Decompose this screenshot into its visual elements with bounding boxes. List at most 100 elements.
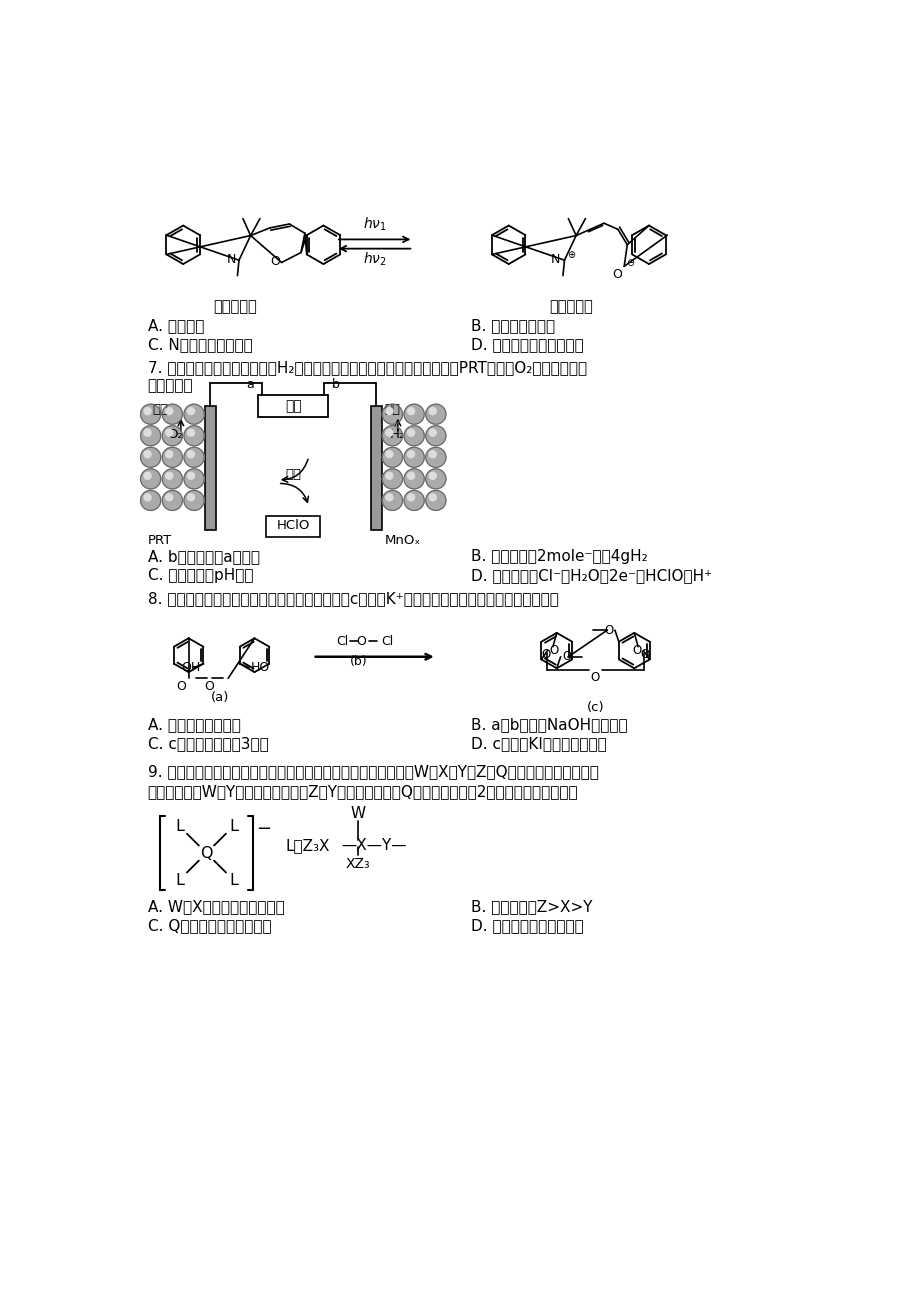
Circle shape <box>184 448 204 467</box>
Text: H₂: H₂ <box>390 428 405 441</box>
Circle shape <box>403 469 424 488</box>
Text: (a): (a) <box>210 691 229 704</box>
Circle shape <box>407 473 414 479</box>
Circle shape <box>144 473 151 479</box>
Text: L: L <box>175 872 184 888</box>
Circle shape <box>385 493 392 501</box>
Text: 法正确的是: 法正确的是 <box>147 378 193 393</box>
Circle shape <box>425 469 446 488</box>
Text: Cl: Cl <box>380 635 392 648</box>
Text: C. 电解后海水pH下降: C. 电解后海水pH下降 <box>147 568 253 583</box>
Text: D. 闭环螺吡喃亲水性更好: D. 闭环螺吡喃亲水性更好 <box>471 337 584 352</box>
Circle shape <box>187 430 194 436</box>
Text: A. b端电势高于a端电势: A. b端电势高于a端电势 <box>147 549 259 564</box>
Circle shape <box>425 491 446 510</box>
Circle shape <box>382 448 403 467</box>
Circle shape <box>162 404 182 424</box>
Circle shape <box>141 426 161 445</box>
Circle shape <box>429 430 436 436</box>
Text: A. W与X的化合物为极性分子: A. W与X的化合物为极性分子 <box>147 900 284 914</box>
Circle shape <box>162 426 182 445</box>
Text: L为Z₃X: L为Z₃X <box>285 837 330 853</box>
Circle shape <box>141 448 161 467</box>
Circle shape <box>162 448 182 467</box>
Bar <box>370 406 381 530</box>
Text: 电源: 电源 <box>285 398 301 413</box>
Text: $h\nu_1$: $h\nu_1$ <box>362 216 386 233</box>
Circle shape <box>162 491 182 510</box>
Circle shape <box>184 404 204 424</box>
Text: —X—Y—: —X—Y— <box>341 837 406 853</box>
Text: $\oplus$: $\oplus$ <box>566 249 575 259</box>
Text: 7. 某无隔膜流动海水电解法制H₂的装置如下图所示，其中高选择性催化剂PRT可抑制O₂产生。下列说: 7. 某无隔膜流动海水电解法制H₂的装置如下图所示，其中高选择性催化剂PRT可抑… <box>147 361 586 375</box>
Circle shape <box>385 450 392 458</box>
Text: −: − <box>255 820 271 838</box>
Text: 8. 冠醚因分子结构形如皇冠而得名，某冠醚分子c可识别K⁺，其合成方法如下。下列说法错误的是: 8. 冠醚因分子结构形如皇冠而得名，某冠醚分子c可识别K⁺，其合成方法如下。下列… <box>147 591 558 607</box>
Circle shape <box>165 408 173 414</box>
Circle shape <box>403 448 424 467</box>
Circle shape <box>184 491 204 510</box>
Text: $\ominus$: $\ominus$ <box>625 256 634 268</box>
Circle shape <box>141 491 161 510</box>
Text: XZ₃: XZ₃ <box>346 857 370 871</box>
Circle shape <box>144 493 151 501</box>
Circle shape <box>187 450 194 458</box>
Circle shape <box>165 473 173 479</box>
Text: O: O <box>540 648 550 661</box>
Circle shape <box>141 404 161 424</box>
Circle shape <box>187 408 194 414</box>
Text: N: N <box>226 253 235 266</box>
Circle shape <box>429 408 436 414</box>
Circle shape <box>144 430 151 436</box>
Circle shape <box>165 430 173 436</box>
Text: (c): (c) <box>586 702 604 715</box>
Circle shape <box>184 469 204 488</box>
Text: D. c可增加KI在苯中的溶解度: D. c可增加KI在苯中的溶解度 <box>471 736 607 751</box>
Text: 闭环螺吡喃: 闭环螺吡喃 <box>213 298 256 314</box>
FancyBboxPatch shape <box>258 395 328 417</box>
Text: O: O <box>562 650 571 663</box>
Text: A. 均有手性: A. 均有手性 <box>147 318 204 333</box>
Circle shape <box>429 450 436 458</box>
Text: L: L <box>175 819 184 833</box>
Circle shape <box>429 493 436 501</box>
Circle shape <box>385 408 392 414</box>
Circle shape <box>382 404 403 424</box>
Circle shape <box>141 469 161 488</box>
Text: 短周期元素，W、Y原子序数之和等于Z，Y原子价电子数是Q原子价电子数的2倍。下列说法错误的是: 短周期元素，W、Y原子序数之和等于Z，Y原子价电子数是Q原子价电子数的2倍。下列… <box>147 784 577 799</box>
Text: O₂: O₂ <box>167 428 183 441</box>
Circle shape <box>425 448 446 467</box>
FancyBboxPatch shape <box>266 516 320 538</box>
Text: C. N原子杂化方式相同: C. N原子杂化方式相同 <box>147 337 252 352</box>
Text: B. a、b均可与NaOH溶液反应: B. a、b均可与NaOH溶液反应 <box>471 717 628 732</box>
Text: OH: OH <box>181 661 200 674</box>
Circle shape <box>165 450 173 458</box>
Circle shape <box>429 473 436 479</box>
Circle shape <box>407 493 414 501</box>
Text: O: O <box>270 255 279 268</box>
Text: O: O <box>204 680 214 693</box>
Circle shape <box>187 473 194 479</box>
Text: Cl: Cl <box>335 635 347 648</box>
Text: $h\nu_2$: $h\nu_2$ <box>362 251 386 268</box>
Text: N: N <box>550 253 560 266</box>
Text: B. 互为同分异构体: B. 互为同分异构体 <box>471 318 555 333</box>
Text: HClO: HClO <box>277 518 310 531</box>
Text: 海水: 海水 <box>285 469 301 482</box>
Text: b: b <box>332 379 339 392</box>
Circle shape <box>425 426 446 445</box>
Text: O: O <box>590 672 599 685</box>
Circle shape <box>407 408 414 414</box>
Text: B. 第一电离能Z>X>Y: B. 第一电离能Z>X>Y <box>471 900 593 914</box>
Text: L: L <box>229 872 238 888</box>
Circle shape <box>385 473 392 479</box>
Text: MnOₓ: MnOₓ <box>384 534 421 547</box>
Circle shape <box>162 469 182 488</box>
Circle shape <box>407 430 414 436</box>
Text: 开环螺吡喃: 开环螺吡喃 <box>549 298 592 314</box>
Text: (b): (b) <box>350 655 368 668</box>
Text: O: O <box>612 268 622 281</box>
Text: O: O <box>640 648 649 661</box>
Text: L: L <box>229 819 238 833</box>
Circle shape <box>403 426 424 445</box>
